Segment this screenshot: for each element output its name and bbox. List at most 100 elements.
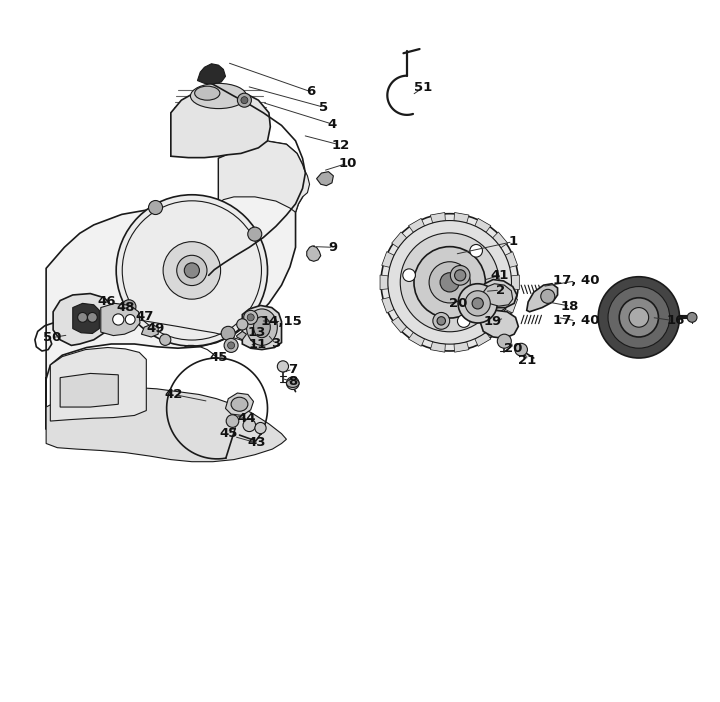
Polygon shape <box>46 141 302 430</box>
Polygon shape <box>431 342 446 352</box>
Text: 21: 21 <box>518 355 536 367</box>
Polygon shape <box>511 275 519 290</box>
Circle shape <box>176 256 207 286</box>
Circle shape <box>122 300 136 314</box>
Circle shape <box>541 289 555 303</box>
Circle shape <box>255 423 266 434</box>
Circle shape <box>608 286 670 348</box>
Polygon shape <box>218 141 310 212</box>
Circle shape <box>224 338 238 352</box>
Circle shape <box>470 244 482 257</box>
Circle shape <box>241 97 248 104</box>
Circle shape <box>78 312 87 322</box>
Text: 19: 19 <box>484 315 503 328</box>
Circle shape <box>148 201 163 215</box>
Circle shape <box>160 334 171 345</box>
Polygon shape <box>392 232 407 248</box>
Circle shape <box>515 343 528 356</box>
Polygon shape <box>60 373 118 407</box>
Polygon shape <box>492 232 508 248</box>
Circle shape <box>381 213 518 351</box>
Polygon shape <box>479 279 517 307</box>
Text: 2: 2 <box>495 284 505 296</box>
Polygon shape <box>505 251 518 267</box>
Polygon shape <box>431 213 446 223</box>
Circle shape <box>226 415 239 428</box>
Polygon shape <box>505 297 518 313</box>
Ellipse shape <box>231 397 248 411</box>
Polygon shape <box>53 293 113 345</box>
Text: 49: 49 <box>146 322 165 335</box>
Ellipse shape <box>287 379 299 388</box>
Ellipse shape <box>246 309 277 345</box>
Polygon shape <box>408 332 425 346</box>
Text: 13: 13 <box>247 326 266 338</box>
Polygon shape <box>408 218 425 232</box>
Circle shape <box>243 310 258 324</box>
Circle shape <box>687 312 697 322</box>
Text: 17, 40: 17, 40 <box>552 274 599 287</box>
Polygon shape <box>73 303 99 333</box>
Circle shape <box>163 241 220 299</box>
Text: 16: 16 <box>666 314 685 327</box>
Text: 14,15: 14,15 <box>261 315 302 328</box>
Circle shape <box>429 262 470 303</box>
Text: 5: 5 <box>319 100 328 114</box>
Circle shape <box>458 284 498 323</box>
Circle shape <box>388 220 511 344</box>
Text: 41: 41 <box>491 269 509 282</box>
Polygon shape <box>382 251 394 267</box>
Polygon shape <box>474 218 491 232</box>
Polygon shape <box>454 213 469 223</box>
Polygon shape <box>46 388 287 462</box>
Circle shape <box>629 307 649 327</box>
Polygon shape <box>141 324 158 337</box>
Circle shape <box>113 314 124 325</box>
Text: 11: 11 <box>248 338 267 351</box>
Text: 8: 8 <box>288 376 297 388</box>
Polygon shape <box>480 310 518 338</box>
Polygon shape <box>527 284 557 312</box>
Circle shape <box>287 377 299 390</box>
Text: 9: 9 <box>329 241 338 254</box>
Circle shape <box>437 317 446 325</box>
Text: 48: 48 <box>116 301 135 314</box>
Circle shape <box>454 270 466 281</box>
Circle shape <box>400 233 499 332</box>
Polygon shape <box>380 275 388 290</box>
Text: 42: 42 <box>164 388 183 401</box>
Circle shape <box>247 314 254 321</box>
Circle shape <box>433 312 450 329</box>
Circle shape <box>125 314 135 324</box>
Polygon shape <box>243 305 282 350</box>
Text: 17, 40: 17, 40 <box>552 314 599 327</box>
Circle shape <box>87 312 97 322</box>
Circle shape <box>237 319 248 330</box>
Circle shape <box>221 326 235 340</box>
Ellipse shape <box>191 84 246 109</box>
Polygon shape <box>483 284 513 306</box>
Text: 4: 4 <box>328 117 337 131</box>
Text: 12: 12 <box>331 138 349 152</box>
Circle shape <box>414 246 485 318</box>
Text: 45: 45 <box>219 428 238 440</box>
Text: 18: 18 <box>561 300 580 312</box>
Ellipse shape <box>194 86 220 100</box>
Polygon shape <box>197 64 225 84</box>
Circle shape <box>619 298 659 337</box>
Polygon shape <box>317 172 333 185</box>
Text: 6: 6 <box>306 85 315 98</box>
Circle shape <box>457 314 470 327</box>
Text: 47: 47 <box>135 310 153 323</box>
Polygon shape <box>237 331 246 340</box>
Text: 43: 43 <box>247 436 266 449</box>
Text: 44: 44 <box>238 412 256 425</box>
Circle shape <box>277 361 289 372</box>
Text: 10: 10 <box>338 157 356 170</box>
Polygon shape <box>171 88 270 158</box>
Polygon shape <box>454 342 469 352</box>
Circle shape <box>402 269 415 282</box>
Polygon shape <box>392 317 407 333</box>
Circle shape <box>451 265 470 285</box>
Text: 1: 1 <box>508 235 517 249</box>
